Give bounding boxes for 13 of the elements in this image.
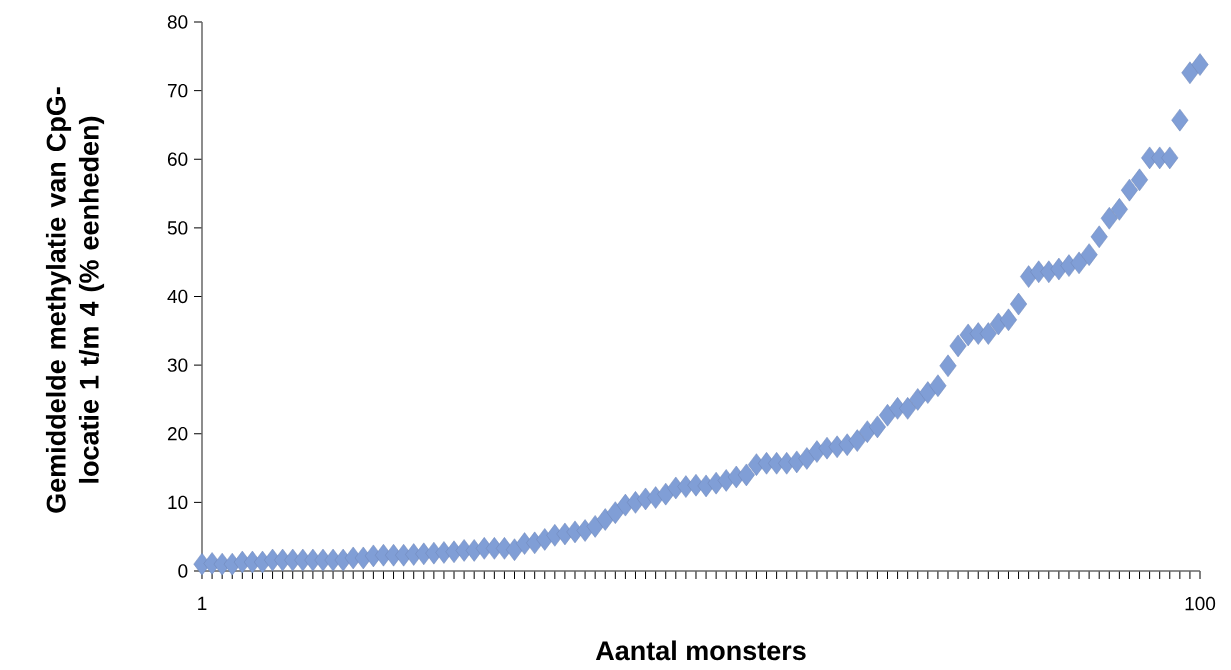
y-tick-label: 70 bbox=[167, 83, 188, 98]
y-tick-label: 0 bbox=[178, 564, 188, 578]
y-tick-label: 80 bbox=[167, 15, 188, 29]
y-tick-label: 40 bbox=[167, 289, 188, 304]
x-tick-label: 100 bbox=[1185, 596, 1216, 611]
x-tick-label: 1 bbox=[198, 596, 207, 610]
y-tick-label: 30 bbox=[167, 358, 188, 372]
y-tick-label: 50 bbox=[167, 221, 188, 235]
y-tick-label: 60 bbox=[167, 152, 188, 166]
y-tick-label: 20 bbox=[167, 427, 188, 441]
y-tick-label: 10 bbox=[168, 495, 188, 510]
x-axis-title: Aantal monsters bbox=[595, 640, 806, 661]
y-axis-title: Gemiddelde methylatie van CpG-locatie 1 t/m 4 (% eenheden) bbox=[45, 87, 105, 513]
